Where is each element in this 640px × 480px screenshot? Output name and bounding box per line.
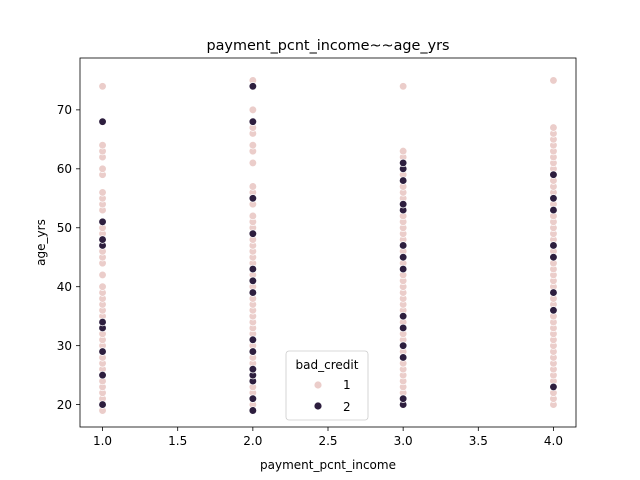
point-series-2 <box>399 323 408 333</box>
point-series-2 <box>248 82 258 91</box>
point-series-1 <box>549 123 558 132</box>
point-series-2 <box>248 365 258 374</box>
x-tick-label: 2.5 <box>318 434 337 448</box>
point-series-2 <box>98 347 107 356</box>
plot-area-frame <box>79 57 577 428</box>
y-tick-label: 40 <box>57 280 72 294</box>
point-series-1 <box>248 105 258 115</box>
point-series-2 <box>399 353 408 362</box>
point-series-2 <box>248 117 258 126</box>
point-series-2 <box>248 288 258 297</box>
point-series-1 <box>248 141 258 150</box>
x-axis-label: payment_pcnt_income <box>260 458 396 472</box>
point-series-1 <box>98 282 107 291</box>
y-tick-label: 60 <box>57 162 72 176</box>
legend-title: bad_credit <box>296 358 359 372</box>
y-axis-ticks: 20 30 40 50 60 70 <box>57 103 80 412</box>
point-series-2 <box>248 276 258 285</box>
x-tick-label: 1.5 <box>168 434 187 448</box>
y-axis-label: age_yrs <box>34 219 48 266</box>
point-series-2 <box>399 158 408 168</box>
point-series-2 <box>98 117 107 126</box>
point-series-2 <box>98 235 107 244</box>
point-series-1 <box>98 164 107 173</box>
x-tick-label: 1.0 <box>93 434 112 448</box>
point-series-1 <box>248 158 258 168</box>
x-tick-label: 4.0 <box>544 434 563 448</box>
point-series-2 <box>248 394 258 403</box>
point-series-1 <box>399 82 408 91</box>
y-tick-label: 50 <box>57 221 72 235</box>
point-series-1 <box>399 146 408 156</box>
point-series-2 <box>98 400 107 409</box>
point-series-2 <box>248 194 258 203</box>
point-series-2 <box>399 200 408 209</box>
point-series-2 <box>399 394 408 403</box>
legend-marker-2 <box>313 401 323 411</box>
point-series-2 <box>549 382 558 392</box>
point-series-1 <box>248 182 258 191</box>
point-series-1 <box>98 141 107 150</box>
x-axis-ticks: 1.0 1.5 2.0 2.5 3.0 3.5 4.0 <box>93 427 563 448</box>
points-layer <box>98 76 558 415</box>
point-series-2 <box>399 176 408 185</box>
point-series-2 <box>399 312 408 321</box>
point-series-2 <box>399 241 408 250</box>
legend-box <box>285 350 369 421</box>
point-series-2 <box>399 264 408 274</box>
point-series-2 <box>248 229 258 238</box>
legend: bad_credit 1 2 <box>285 350 369 421</box>
y-tick-label: 70 <box>57 103 72 117</box>
point-series-1 <box>549 76 558 85</box>
legend-label-1: 1 <box>343 378 351 392</box>
point-series-2 <box>549 306 558 315</box>
point-series-2 <box>248 264 258 274</box>
point-series-2 <box>549 241 558 250</box>
x-tick-label: 3.5 <box>469 434 488 448</box>
chart-title: payment_pcnt_income~~age_yrs <box>206 38 449 54</box>
point-series-2 <box>248 335 258 344</box>
point-series-2 <box>549 194 558 203</box>
point-series-1 <box>98 270 107 280</box>
point-series-2 <box>248 406 258 415</box>
point-series-2 <box>549 253 558 262</box>
point-series-2 <box>98 217 107 227</box>
y-tick-label: 20 <box>57 398 72 412</box>
point-series-1 <box>98 188 107 197</box>
point-series-1 <box>248 211 258 221</box>
point-series-2 <box>399 341 408 350</box>
point-series-2 <box>549 170 558 179</box>
point-series-2 <box>98 317 107 327</box>
point-series-2 <box>549 288 558 297</box>
point-series-2 <box>549 205 558 215</box>
legend-label-2: 2 <box>343 400 351 414</box>
point-series-2 <box>98 370 107 380</box>
x-tick-label: 3.0 <box>394 434 413 448</box>
point-series-2 <box>399 253 408 262</box>
x-tick-label: 2.0 <box>243 434 262 448</box>
point-series-2 <box>248 347 258 356</box>
legend-marker-1 <box>313 380 323 390</box>
y-tick-label: 30 <box>57 339 72 353</box>
point-series-1 <box>98 82 107 91</box>
